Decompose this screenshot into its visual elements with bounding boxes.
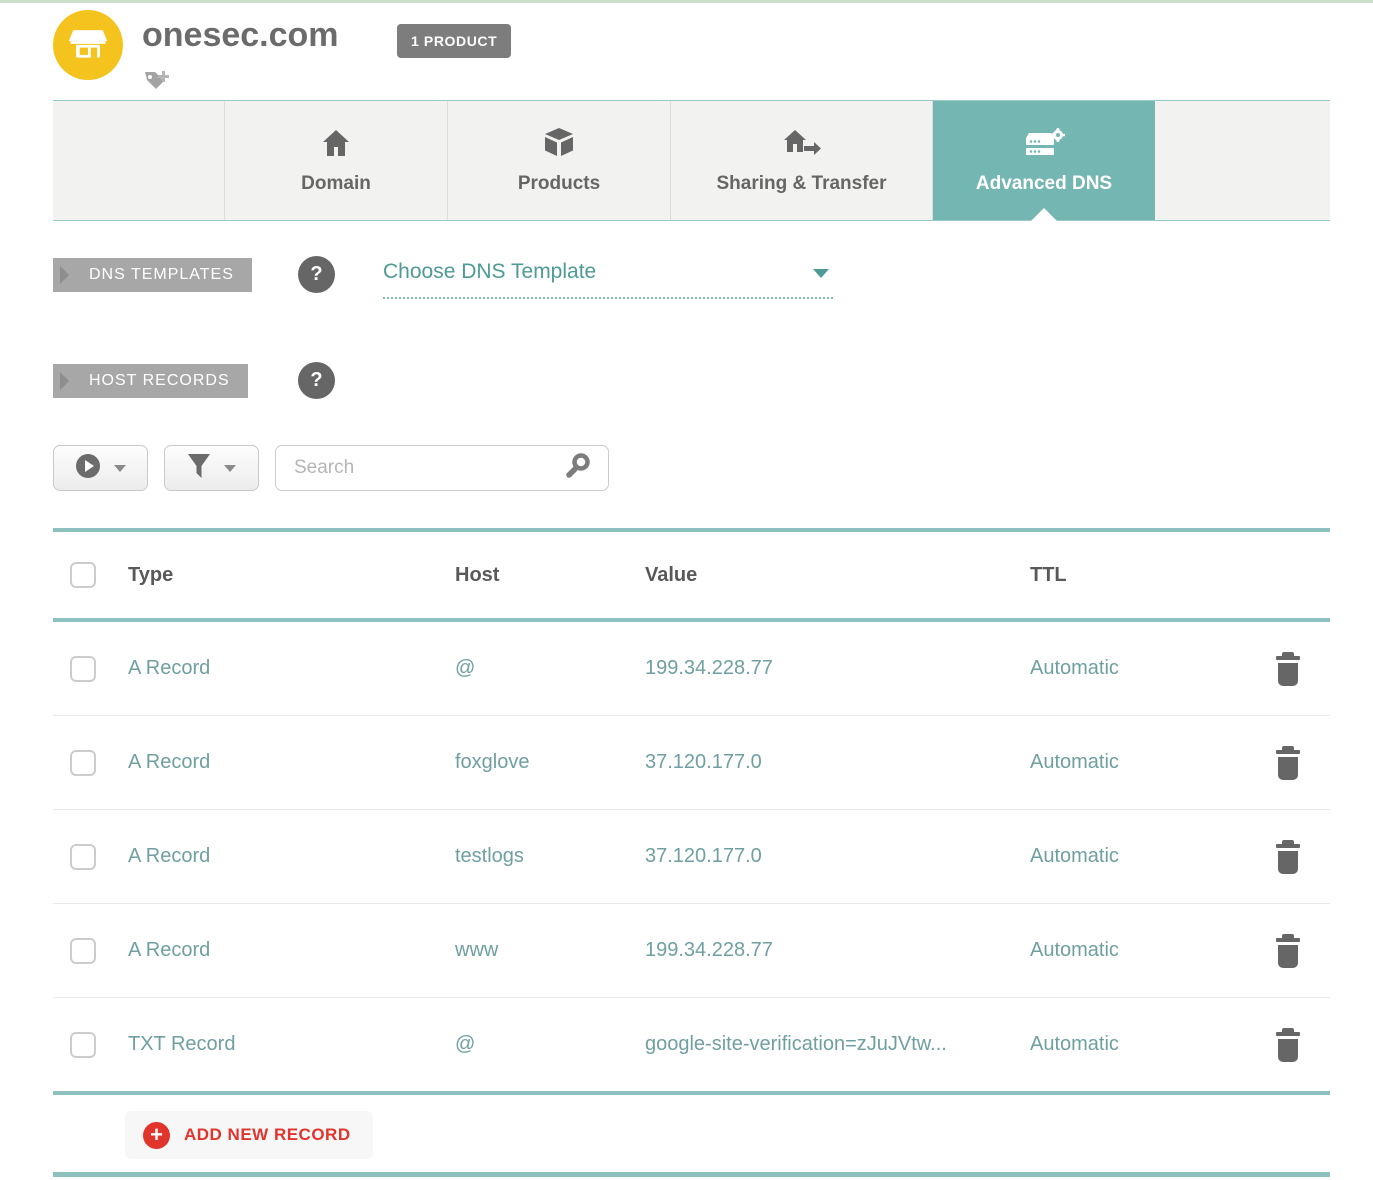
table-body: A Record @ 199.34.228.77 Automatic A Rec… — [53, 622, 1330, 1095]
column-header-host: Host — [455, 563, 500, 586]
record-host-cell: testlogs — [455, 845, 524, 867]
table-row: A Record foxglove 37.120.177.0 Automatic — [53, 716, 1330, 810]
delete-record-button[interactable] — [1274, 745, 1302, 781]
home-icon — [321, 127, 351, 157]
record-ttl-cell: Automatic — [1030, 751, 1119, 773]
chevron-down-icon — [114, 464, 126, 472]
row-checkbox[interactable] — [70, 937, 96, 964]
bulk-actions-button[interactable] — [53, 445, 148, 491]
delete-record-button[interactable] — [1274, 839, 1302, 875]
tab-label: Advanced DNS — [975, 172, 1113, 194]
host-records-help-icon[interactable]: ? — [298, 362, 335, 399]
record-value-cell: google-site-verification=zJuJVtw... — [645, 1033, 947, 1055]
trash-icon — [1274, 651, 1302, 690]
record-type-cell: A Record — [128, 939, 211, 961]
host-records-section-label: HOST RECORDS — [53, 364, 248, 398]
package-icon — [543, 127, 575, 157]
bottom-divider — [53, 1172, 1330, 1177]
plus-circle-icon: + — [143, 1121, 170, 1149]
delete-record-button[interactable] — [1274, 1027, 1302, 1063]
column-header-value: Value — [645, 563, 698, 586]
trash-icon — [1274, 745, 1302, 784]
house-transfer-icon — [782, 127, 822, 157]
record-host-cell: www — [455, 939, 499, 961]
table-top-border — [53, 528, 1330, 532]
dns-templates-help-icon[interactable]: ? — [298, 256, 335, 293]
tab-label: Sharing & Transfer — [716, 172, 887, 194]
table-row: A Record testlogs 37.120.177.0 Automatic — [53, 810, 1330, 904]
trash-icon — [1274, 839, 1302, 878]
table-row: TXT Record @ google-site-verification=zJ… — [53, 998, 1330, 1095]
page-title: onesec.com — [142, 16, 339, 54]
tab-label: Products — [517, 172, 601, 194]
chevron-down-icon — [224, 464, 236, 472]
delete-record-button[interactable] — [1274, 933, 1302, 969]
dns-template-dropdown[interactable]: Choose DNS Template — [383, 260, 833, 299]
host-records-table: Type Host Value TTL A Record @ 199.34.22… — [53, 528, 1330, 1095]
dns-templates-section-label: DNS TEMPLATES — [53, 258, 252, 292]
record-ttl-cell: Automatic — [1030, 657, 1119, 679]
row-checkbox[interactable] — [70, 655, 96, 682]
add-tag-icon[interactable] — [143, 68, 171, 94]
column-header-type: Type — [128, 563, 174, 586]
tab-spacer-left — [53, 101, 225, 220]
tab-advanced-dns[interactable]: Advanced DNS — [933, 101, 1155, 221]
tab-label: Domain — [301, 172, 371, 194]
tab-spacer-right — [1155, 101, 1330, 220]
trash-icon — [1274, 933, 1302, 972]
play-circle-icon — [75, 453, 101, 484]
tab-sharing-transfer[interactable]: Sharing & Transfer — [671, 101, 933, 220]
record-host-cell: foxglove — [455, 751, 530, 773]
record-value-cell: 37.120.177.0 — [645, 845, 762, 867]
tab-products[interactable]: Products — [448, 101, 671, 220]
record-type-cell: A Record — [128, 845, 211, 867]
dns-template-dropdown-value: Choose DNS Template — [383, 260, 597, 283]
top-divider — [0, 0, 1373, 3]
record-host-cell: @ — [455, 1033, 476, 1055]
filter-button[interactable] — [164, 445, 259, 491]
chevron-down-icon — [813, 269, 829, 278]
row-checkbox[interactable] — [70, 749, 96, 776]
table-header-row: Type Host Value TTL — [53, 532, 1330, 622]
add-new-record-label: ADD NEW RECORD — [184, 1125, 351, 1144]
magnifier-icon[interactable] — [564, 452, 592, 485]
search-box — [275, 445, 609, 491]
search-input[interactable] — [292, 456, 564, 480]
record-value-cell: 199.34.228.77 — [645, 657, 773, 679]
column-header-ttl: TTL — [1030, 563, 1067, 586]
record-host-cell: @ — [455, 657, 476, 679]
table-row: A Record www 199.34.228.77 Automatic — [53, 904, 1330, 998]
select-all-checkbox[interactable] — [70, 562, 96, 588]
row-checkbox[interactable] — [70, 843, 96, 870]
add-new-record-button[interactable]: + ADD NEW RECORD — [125, 1111, 373, 1159]
tab-domain[interactable]: Domain — [225, 101, 448, 220]
record-ttl-cell: Automatic — [1030, 1033, 1119, 1055]
tab-bar: Domain Products Sharing & Transfer — [53, 100, 1330, 221]
record-type-cell: TXT Record — [128, 1033, 236, 1055]
record-type-cell: A Record — [128, 751, 211, 773]
table-row: A Record @ 199.34.228.77 Automatic — [53, 622, 1330, 716]
funnel-icon — [187, 453, 211, 484]
trash-icon — [1274, 1027, 1302, 1066]
server-gear-icon — [1023, 127, 1065, 157]
record-ttl-cell: Automatic — [1030, 845, 1119, 867]
row-checkbox[interactable] — [70, 1031, 96, 1058]
record-ttl-cell: Automatic — [1030, 939, 1119, 961]
record-value-cell: 37.120.177.0 — [645, 751, 762, 773]
active-tab-notch — [1031, 208, 1057, 221]
record-type-cell: A Record — [128, 657, 211, 679]
product-count-badge: 1 PRODUCT — [397, 24, 512, 58]
avatar — [53, 10, 123, 80]
storefront-icon — [66, 21, 110, 70]
record-value-cell: 199.34.228.77 — [645, 939, 773, 961]
delete-record-button[interactable] — [1274, 651, 1302, 687]
